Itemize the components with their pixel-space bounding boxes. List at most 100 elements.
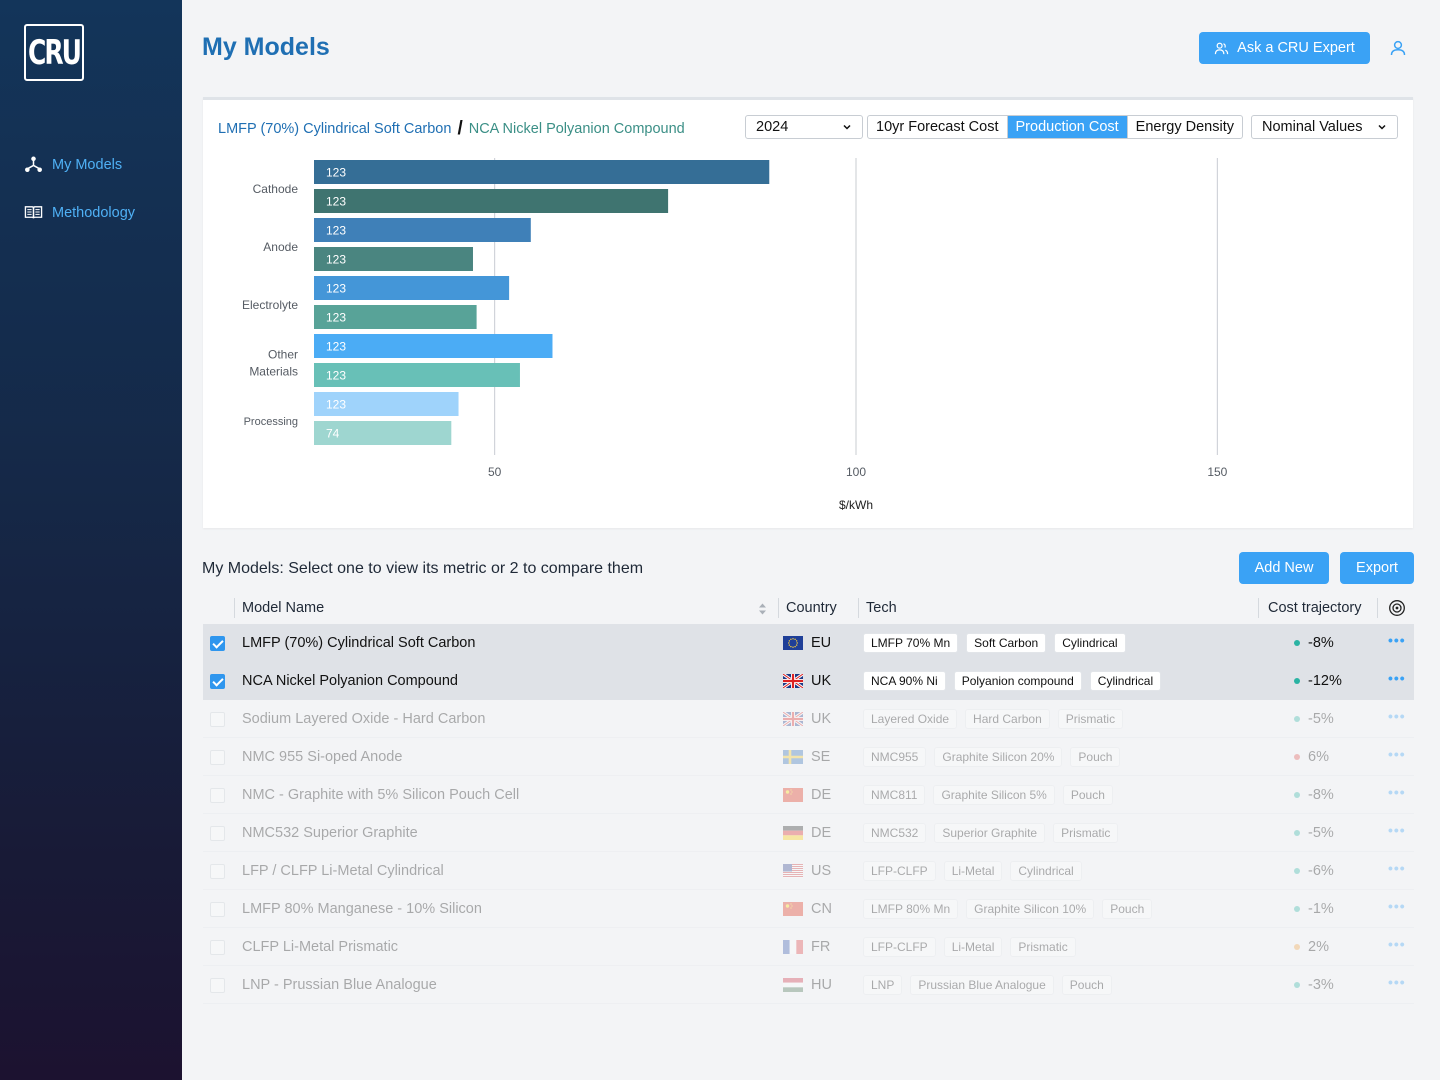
column-model-name[interactable]: Model Name bbox=[242, 600, 325, 616]
bar-cathode-series-2[interactable] bbox=[314, 189, 669, 213]
bar-processing-series-1[interactable] bbox=[314, 392, 459, 416]
cost-trajectory: -5% bbox=[1294, 711, 1334, 727]
table-row[interactable]: NMC532 Superior Graphite DE NMC532 Superior… bbox=[203, 814, 1414, 852]
row-checkbox[interactable] bbox=[210, 750, 225, 765]
page-title: My Models bbox=[202, 33, 330, 61]
cost-trajectory: -3% bbox=[1294, 977, 1334, 993]
table-row[interactable]: LMFP (70%) Cylindrical Soft Carbon EU LMFP… bbox=[203, 624, 1414, 662]
trajectory-value: -1% bbox=[1308, 901, 1334, 917]
breadcrumb-model-b[interactable]: NCA Nickel Polyanion Compound bbox=[468, 121, 685, 137]
tech-tag: Pouch bbox=[1062, 785, 1113, 805]
row-checkbox[interactable] bbox=[210, 902, 225, 917]
values-mode-select[interactable]: Nominal Values bbox=[1251, 115, 1398, 139]
tech-tag: Cylindrical bbox=[1010, 861, 1082, 881]
table-row[interactable]: LFP / CLFP Li-Metal Cylindrical US LFP-CLF… bbox=[203, 852, 1414, 890]
bar-data-label: 74 bbox=[326, 427, 340, 441]
column-cost-trajectory[interactable]: Cost trajectory bbox=[1268, 600, 1362, 616]
row-menu-icon[interactable]: ••• bbox=[1388, 822, 1406, 838]
table-header: Model Name Country Tech Cost trajectory bbox=[203, 594, 1414, 623]
row-checkbox[interactable] bbox=[210, 674, 225, 689]
add-new-button[interactable]: Add New bbox=[1239, 552, 1329, 584]
column-tech[interactable]: Tech bbox=[866, 600, 897, 616]
trend-dot-icon bbox=[1294, 982, 1300, 988]
table-row[interactable]: LMFP 80% Manganese - 10% Silicon CN LMFP 8… bbox=[203, 890, 1414, 928]
row-checkbox[interactable] bbox=[210, 788, 225, 803]
tab-forecast-cost[interactable]: 10yr Forecast Cost bbox=[868, 116, 1008, 138]
tech-tag: NMC955 bbox=[863, 747, 927, 767]
bar-electrolyte-series-2[interactable] bbox=[314, 305, 477, 329]
bar-processing-series-2[interactable] bbox=[314, 421, 452, 445]
bar-data-label: 123 bbox=[326, 166, 346, 180]
tech-tag: Cylindrical bbox=[1054, 633, 1126, 653]
chevron-down-icon bbox=[843, 124, 851, 130]
trend-dot-icon bbox=[1294, 830, 1300, 836]
row-checkbox[interactable] bbox=[210, 940, 225, 955]
flag-cn-icon bbox=[783, 902, 803, 916]
table-row[interactable]: Sodium Layered Oxide - Hard Carbon UK Laye… bbox=[203, 700, 1414, 738]
cost-bar-chart: 123 123 Cathode 123 123 Anode 123 123 Electrolyt… bbox=[242, 158, 1228, 512]
table-row[interactable]: NMC - Graphite with 5% Silicon Pouch Cel… bbox=[203, 776, 1414, 814]
row-checkbox[interactable] bbox=[210, 712, 225, 727]
breadcrumb-model-a[interactable]: LMFP (70%) Cylindrical Soft Carbon bbox=[218, 121, 452, 137]
user-icon[interactable] bbox=[1388, 38, 1408, 58]
tech-tags: LFP-CLFP Li-Metal Cylindrical bbox=[863, 861, 1082, 881]
row-menu-icon[interactable]: ••• bbox=[1388, 936, 1406, 952]
column-country[interactable]: Country bbox=[786, 600, 837, 616]
row-menu-icon[interactable]: ••• bbox=[1388, 784, 1406, 800]
column-settings-icon[interactable] bbox=[1388, 599, 1406, 617]
flag-uk-icon bbox=[783, 674, 803, 688]
table-row[interactable]: NMC 955 Si-oped Anode SE NMC955 Graphite Si… bbox=[203, 738, 1414, 776]
ask-expert-label: Ask a CRU Expert bbox=[1237, 40, 1355, 56]
row-checkbox[interactable] bbox=[210, 826, 225, 841]
cost-trajectory: -8% bbox=[1294, 635, 1334, 651]
column-divider bbox=[1377, 598, 1378, 618]
row-menu-icon[interactable]: ••• bbox=[1388, 974, 1406, 990]
year-select[interactable]: 2024 bbox=[745, 115, 863, 139]
bar-electrolyte-series-1[interactable] bbox=[314, 276, 510, 300]
tech-tag: LNP bbox=[863, 975, 903, 995]
model-name: NMC 955 Si-oped Anode bbox=[242, 749, 403, 765]
bar-anode-series-2[interactable] bbox=[314, 247, 473, 271]
bar-cathode-series-1[interactable] bbox=[314, 160, 770, 184]
row-menu-icon[interactable]: ••• bbox=[1388, 670, 1406, 686]
sidebar-item-my-models[interactable]: My Models bbox=[24, 155, 122, 174]
bar-other-materials-series-2[interactable] bbox=[314, 363, 520, 387]
tech-tag: Prismatic bbox=[1010, 937, 1076, 957]
country-code: FR bbox=[811, 939, 831, 955]
bar-anode-series-1[interactable] bbox=[314, 218, 531, 242]
sort-icon[interactable] bbox=[758, 602, 767, 616]
chart-card: LMFP (70%) Cylindrical Soft Carbon / NCA… bbox=[203, 97, 1413, 528]
row-checkbox[interactable] bbox=[210, 636, 225, 651]
export-button[interactable]: Export bbox=[1340, 552, 1414, 584]
country-code: UK bbox=[811, 673, 832, 689]
country-code: HU bbox=[811, 977, 832, 993]
cru-logo[interactable]: CRU bbox=[24, 24, 84, 81]
tab-energy-density[interactable]: Energy Density bbox=[1135, 119, 1234, 135]
row-menu-icon[interactable]: ••• bbox=[1388, 898, 1406, 914]
trajectory-value: 2% bbox=[1308, 939, 1329, 955]
row-menu-icon[interactable]: ••• bbox=[1388, 860, 1406, 876]
ask-expert-button[interactable]: Ask a CRU Expert bbox=[1199, 32, 1370, 64]
country-code: DE bbox=[811, 787, 832, 803]
year-value: 2024 bbox=[756, 119, 789, 135]
table-row[interactable]: CLFP Li-Metal Prismatic FR LFP-CLFP Li-Meta… bbox=[203, 928, 1414, 966]
tab-production-cost[interactable]: Production Cost bbox=[1007, 116, 1128, 138]
row-menu-icon[interactable]: ••• bbox=[1388, 746, 1406, 762]
trend-dot-icon bbox=[1294, 754, 1300, 760]
table-row[interactable]: LNP - Prussian Blue Analogue HU LNP Prussia… bbox=[203, 966, 1414, 1004]
trend-dot-icon bbox=[1294, 906, 1300, 912]
bar-other-materials-series-1[interactable] bbox=[314, 334, 553, 358]
tech-tag: LFP-CLFP bbox=[863, 937, 936, 957]
row-checkbox[interactable] bbox=[210, 864, 225, 879]
table-row[interactable]: NCA Nickel Polyanion Compound UK NCA 90% N… bbox=[203, 662, 1414, 700]
flag-cn-icon bbox=[783, 788, 803, 802]
sidebar-item-methodology[interactable]: Methodology bbox=[24, 203, 135, 222]
row-menu-icon[interactable]: ••• bbox=[1388, 708, 1406, 724]
trajectory-value: -3% bbox=[1308, 977, 1334, 993]
row-checkbox[interactable] bbox=[210, 978, 225, 993]
row-menu-icon[interactable]: ••• bbox=[1388, 632, 1406, 648]
bar-data-label: 123 bbox=[326, 253, 346, 267]
flag-de-icon bbox=[783, 826, 803, 840]
tech-tag: Cylindrical bbox=[1089, 671, 1162, 691]
trend-dot-icon bbox=[1294, 678, 1300, 684]
